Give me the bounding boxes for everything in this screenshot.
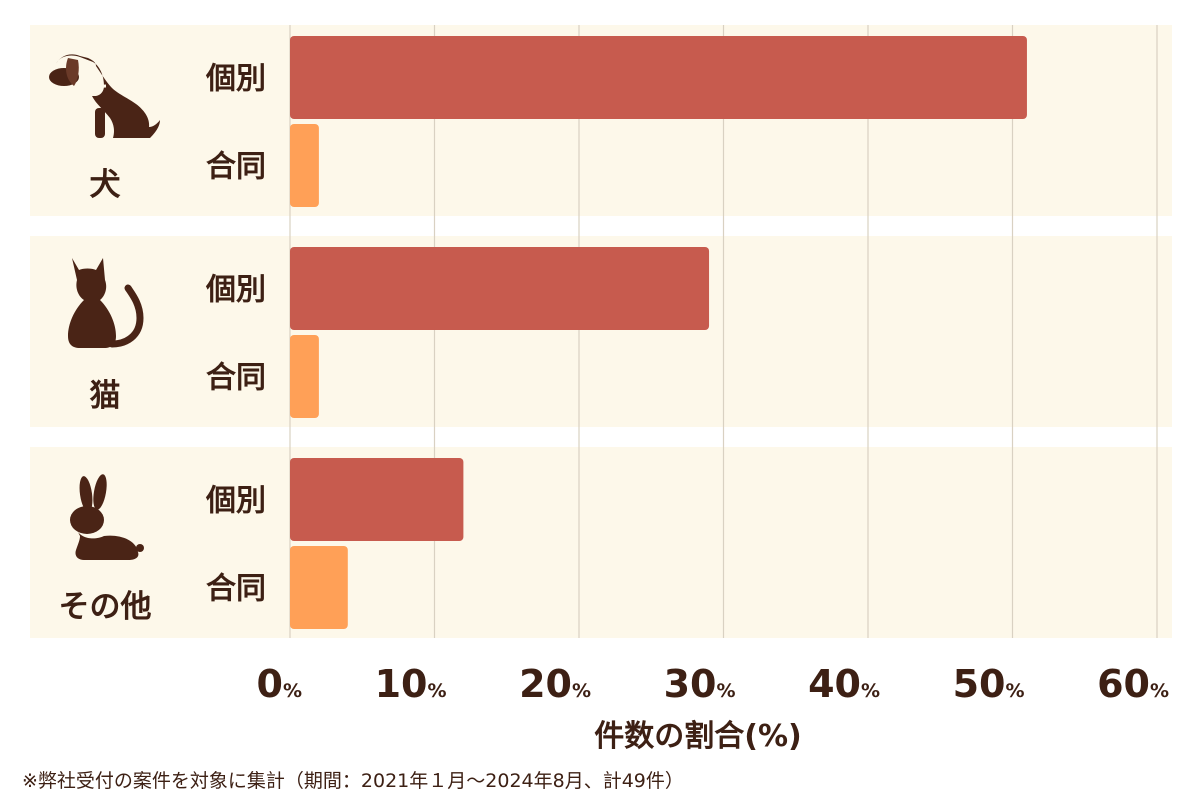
cat-tail [108, 284, 144, 348]
tick-label-10: 10% [375, 662, 447, 706]
tick-label-50: 50% [953, 662, 1025, 706]
tick-suffix: % [1150, 680, 1169, 702]
series-label-合同: 合同 [206, 572, 266, 607]
tick-label-20: 20% [519, 662, 591, 706]
dog-collar [84, 84, 107, 98]
tick-label-60: 60% [1097, 662, 1169, 706]
dog-leg [95, 108, 105, 138]
tick-suffix: % [572, 680, 591, 702]
dog-ear [66, 58, 79, 86]
dog-body [56, 54, 160, 138]
series-label-合同: 合同 [206, 361, 266, 396]
tick-value: 20 [519, 662, 572, 706]
x-axis-ticks: 0% 10% 20% 30% 40% 50% 60% [257, 662, 1170, 706]
tick-label-0: 0% [257, 662, 303, 706]
rabbit-body [75, 528, 139, 560]
rabbit-icon [70, 474, 144, 560]
series-label-個別: 個別 [205, 484, 266, 519]
rabbit-head [70, 506, 104, 534]
animal-icons [49, 54, 160, 560]
group-label-犬: 犬 [90, 167, 121, 203]
x-axis-label: 件数の割合(%) [594, 719, 801, 754]
cat-body [68, 258, 116, 348]
group-panel-2 [30, 447, 1172, 638]
tick-suffix: % [427, 680, 446, 702]
tick-label-40: 40% [808, 662, 880, 706]
tick-value: 0 [257, 662, 283, 706]
bar-その他-合同 [290, 546, 348, 629]
footnote: ※弊社受付の案件を対象に集計（期間：2021年１月～2024年8月、計49件） [22, 770, 684, 792]
series-label-個別: 個別 [205, 273, 266, 308]
bars [290, 36, 1027, 629]
bar-猫-個別 [290, 247, 710, 330]
bar-その他-個別 [290, 458, 464, 541]
tick-suffix: % [861, 680, 880, 702]
bar-猫-合同 [290, 335, 319, 418]
tick-value: 50 [953, 662, 1006, 706]
series-label-合同: 合同 [206, 150, 266, 185]
tick-value: 60 [1097, 662, 1150, 706]
series-label-個別: 個別 [205, 62, 266, 97]
tick-value: 10 [375, 662, 428, 706]
dog-icon [49, 54, 160, 138]
bar-犬-個別 [290, 36, 1027, 119]
bar-犬-合同 [290, 124, 319, 207]
group-label-猫: 猫 [90, 378, 121, 414]
rabbit-ear-left [79, 476, 93, 512]
cat-icon [68, 258, 144, 348]
tick-suffix: % [283, 680, 302, 702]
tick-suffix: % [716, 680, 735, 702]
rabbit-tail [136, 544, 144, 552]
tick-label-30: 30% [664, 662, 736, 706]
tick-value: 40 [808, 662, 861, 706]
tick-value: 30 [664, 662, 717, 706]
tick-suffix: % [1005, 680, 1024, 702]
rabbit-ear-right [93, 474, 107, 510]
group-label-その他: その他 [59, 589, 152, 625]
